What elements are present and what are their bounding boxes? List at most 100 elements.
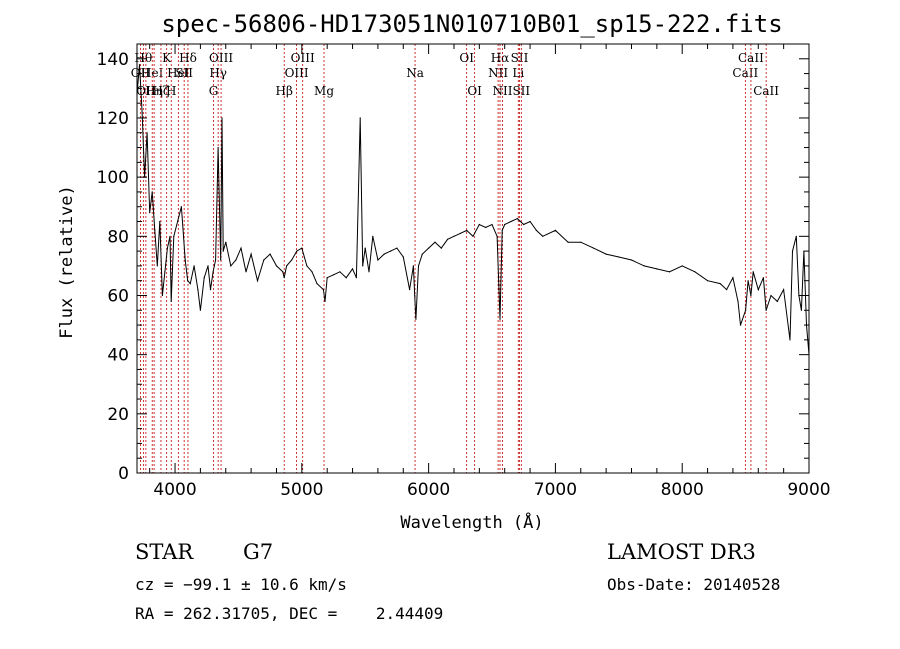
data-point bbox=[747, 280, 749, 282]
y-axis: 0 20 40 60 80 100 120 140 bbox=[97, 50, 809, 484]
data-point bbox=[377, 259, 379, 261]
data-point bbox=[138, 64, 141, 66]
data-point bbox=[187, 280, 189, 282]
data-point bbox=[220, 259, 222, 261]
data-point bbox=[193, 265, 195, 267]
line-label-22: Hα bbox=[491, 51, 510, 65]
data-point bbox=[250, 253, 252, 255]
data-point bbox=[412, 265, 414, 267]
data-point bbox=[296, 250, 298, 252]
data-point bbox=[364, 247, 366, 249]
data-point bbox=[322, 289, 324, 291]
obs-date: Obs-Date: 20140528 bbox=[607, 575, 781, 594]
data-point bbox=[739, 324, 742, 326]
line-label-6: K bbox=[162, 51, 172, 65]
data-point bbox=[141, 111, 143, 113]
data-point bbox=[359, 117, 361, 119]
data-point bbox=[286, 265, 288, 267]
data-point bbox=[434, 241, 436, 243]
data-point bbox=[466, 229, 468, 231]
data-point bbox=[737, 300, 739, 302]
data-point bbox=[311, 271, 313, 273]
data-point bbox=[156, 265, 158, 267]
data-point bbox=[212, 271, 214, 273]
data-point bbox=[306, 265, 308, 267]
data-point bbox=[383, 253, 385, 255]
data-point bbox=[245, 271, 247, 273]
data-point bbox=[316, 283, 318, 285]
data-point bbox=[173, 235, 175, 237]
line-label-23: NII bbox=[493, 84, 513, 98]
x-tick-label: 4000 bbox=[153, 480, 196, 500]
data-point bbox=[368, 271, 370, 273]
data-point bbox=[222, 250, 224, 252]
emission-line-markers: OIIHθOIIHeIHηHζKHHeISIIHδGHγOIIIHβOIIIOI… bbox=[131, 44, 779, 473]
data-point bbox=[301, 247, 303, 249]
data-point bbox=[402, 256, 404, 258]
y-tick-label: 60 bbox=[107, 286, 129, 306]
y-tick-label: 20 bbox=[107, 405, 129, 425]
subclass: G7 bbox=[243, 540, 274, 564]
line-label-11: G bbox=[209, 84, 219, 98]
data-point bbox=[199, 309, 201, 311]
data-point bbox=[800, 309, 803, 311]
data-point bbox=[197, 289, 199, 291]
line-label-19: OI bbox=[459, 51, 474, 65]
data-point bbox=[510, 220, 512, 223]
data-point bbox=[499, 318, 501, 320]
data-point bbox=[235, 259, 237, 261]
data-point bbox=[345, 277, 347, 279]
data-point bbox=[283, 277, 285, 279]
data-point bbox=[783, 289, 785, 291]
plot-frame bbox=[136, 43, 810, 474]
data-point bbox=[630, 259, 633, 261]
line-label-18: Na bbox=[406, 66, 424, 80]
data-point bbox=[161, 294, 163, 297]
x-axis-label: Wavelength (Å) bbox=[400, 511, 543, 533]
line-label-14: Hβ bbox=[276, 84, 293, 98]
x-tick-label: 6000 bbox=[407, 480, 450, 500]
data-point bbox=[776, 300, 778, 302]
line-label-28: CaII bbox=[738, 51, 764, 65]
x-tick-label: 5000 bbox=[280, 480, 323, 500]
data-point bbox=[762, 277, 765, 279]
data-point bbox=[151, 191, 153, 193]
data-point bbox=[275, 265, 278, 267]
data-point bbox=[643, 265, 645, 267]
data-point bbox=[752, 271, 754, 273]
line-label-7: H bbox=[166, 84, 176, 98]
data-point bbox=[326, 277, 328, 279]
data-point bbox=[149, 212, 151, 214]
data-point bbox=[230, 265, 232, 267]
data-point bbox=[750, 294, 752, 297]
data-point bbox=[169, 235, 171, 237]
data-point bbox=[154, 229, 156, 231]
data-point bbox=[453, 235, 455, 237]
x-tick-label: 8000 bbox=[661, 480, 704, 500]
coordinates: RA = 262.31705, DEC = 2.44409 bbox=[135, 604, 444, 623]
data-point bbox=[542, 235, 544, 237]
data-point bbox=[256, 280, 259, 282]
line-label-26: SII bbox=[512, 84, 530, 98]
data-point bbox=[440, 247, 442, 249]
data-point bbox=[496, 235, 498, 237]
data-point bbox=[789, 339, 791, 341]
line-label-12: Hγ bbox=[209, 66, 227, 80]
data-point bbox=[177, 220, 179, 223]
data-point bbox=[791, 250, 794, 252]
data-point bbox=[324, 300, 326, 302]
data-point bbox=[332, 274, 335, 276]
data-point bbox=[207, 265, 209, 267]
data-point bbox=[472, 235, 474, 237]
data-point bbox=[351, 268, 354, 270]
data-point bbox=[291, 259, 293, 261]
data-point bbox=[523, 223, 525, 226]
line-label-10: Hδ bbox=[179, 51, 197, 65]
data-point bbox=[726, 289, 728, 291]
line-label-15: OIII bbox=[285, 66, 309, 80]
data-point bbox=[164, 271, 166, 273]
data-point bbox=[668, 271, 671, 273]
line-label-20: OI bbox=[467, 84, 482, 98]
data-point bbox=[501, 229, 503, 231]
